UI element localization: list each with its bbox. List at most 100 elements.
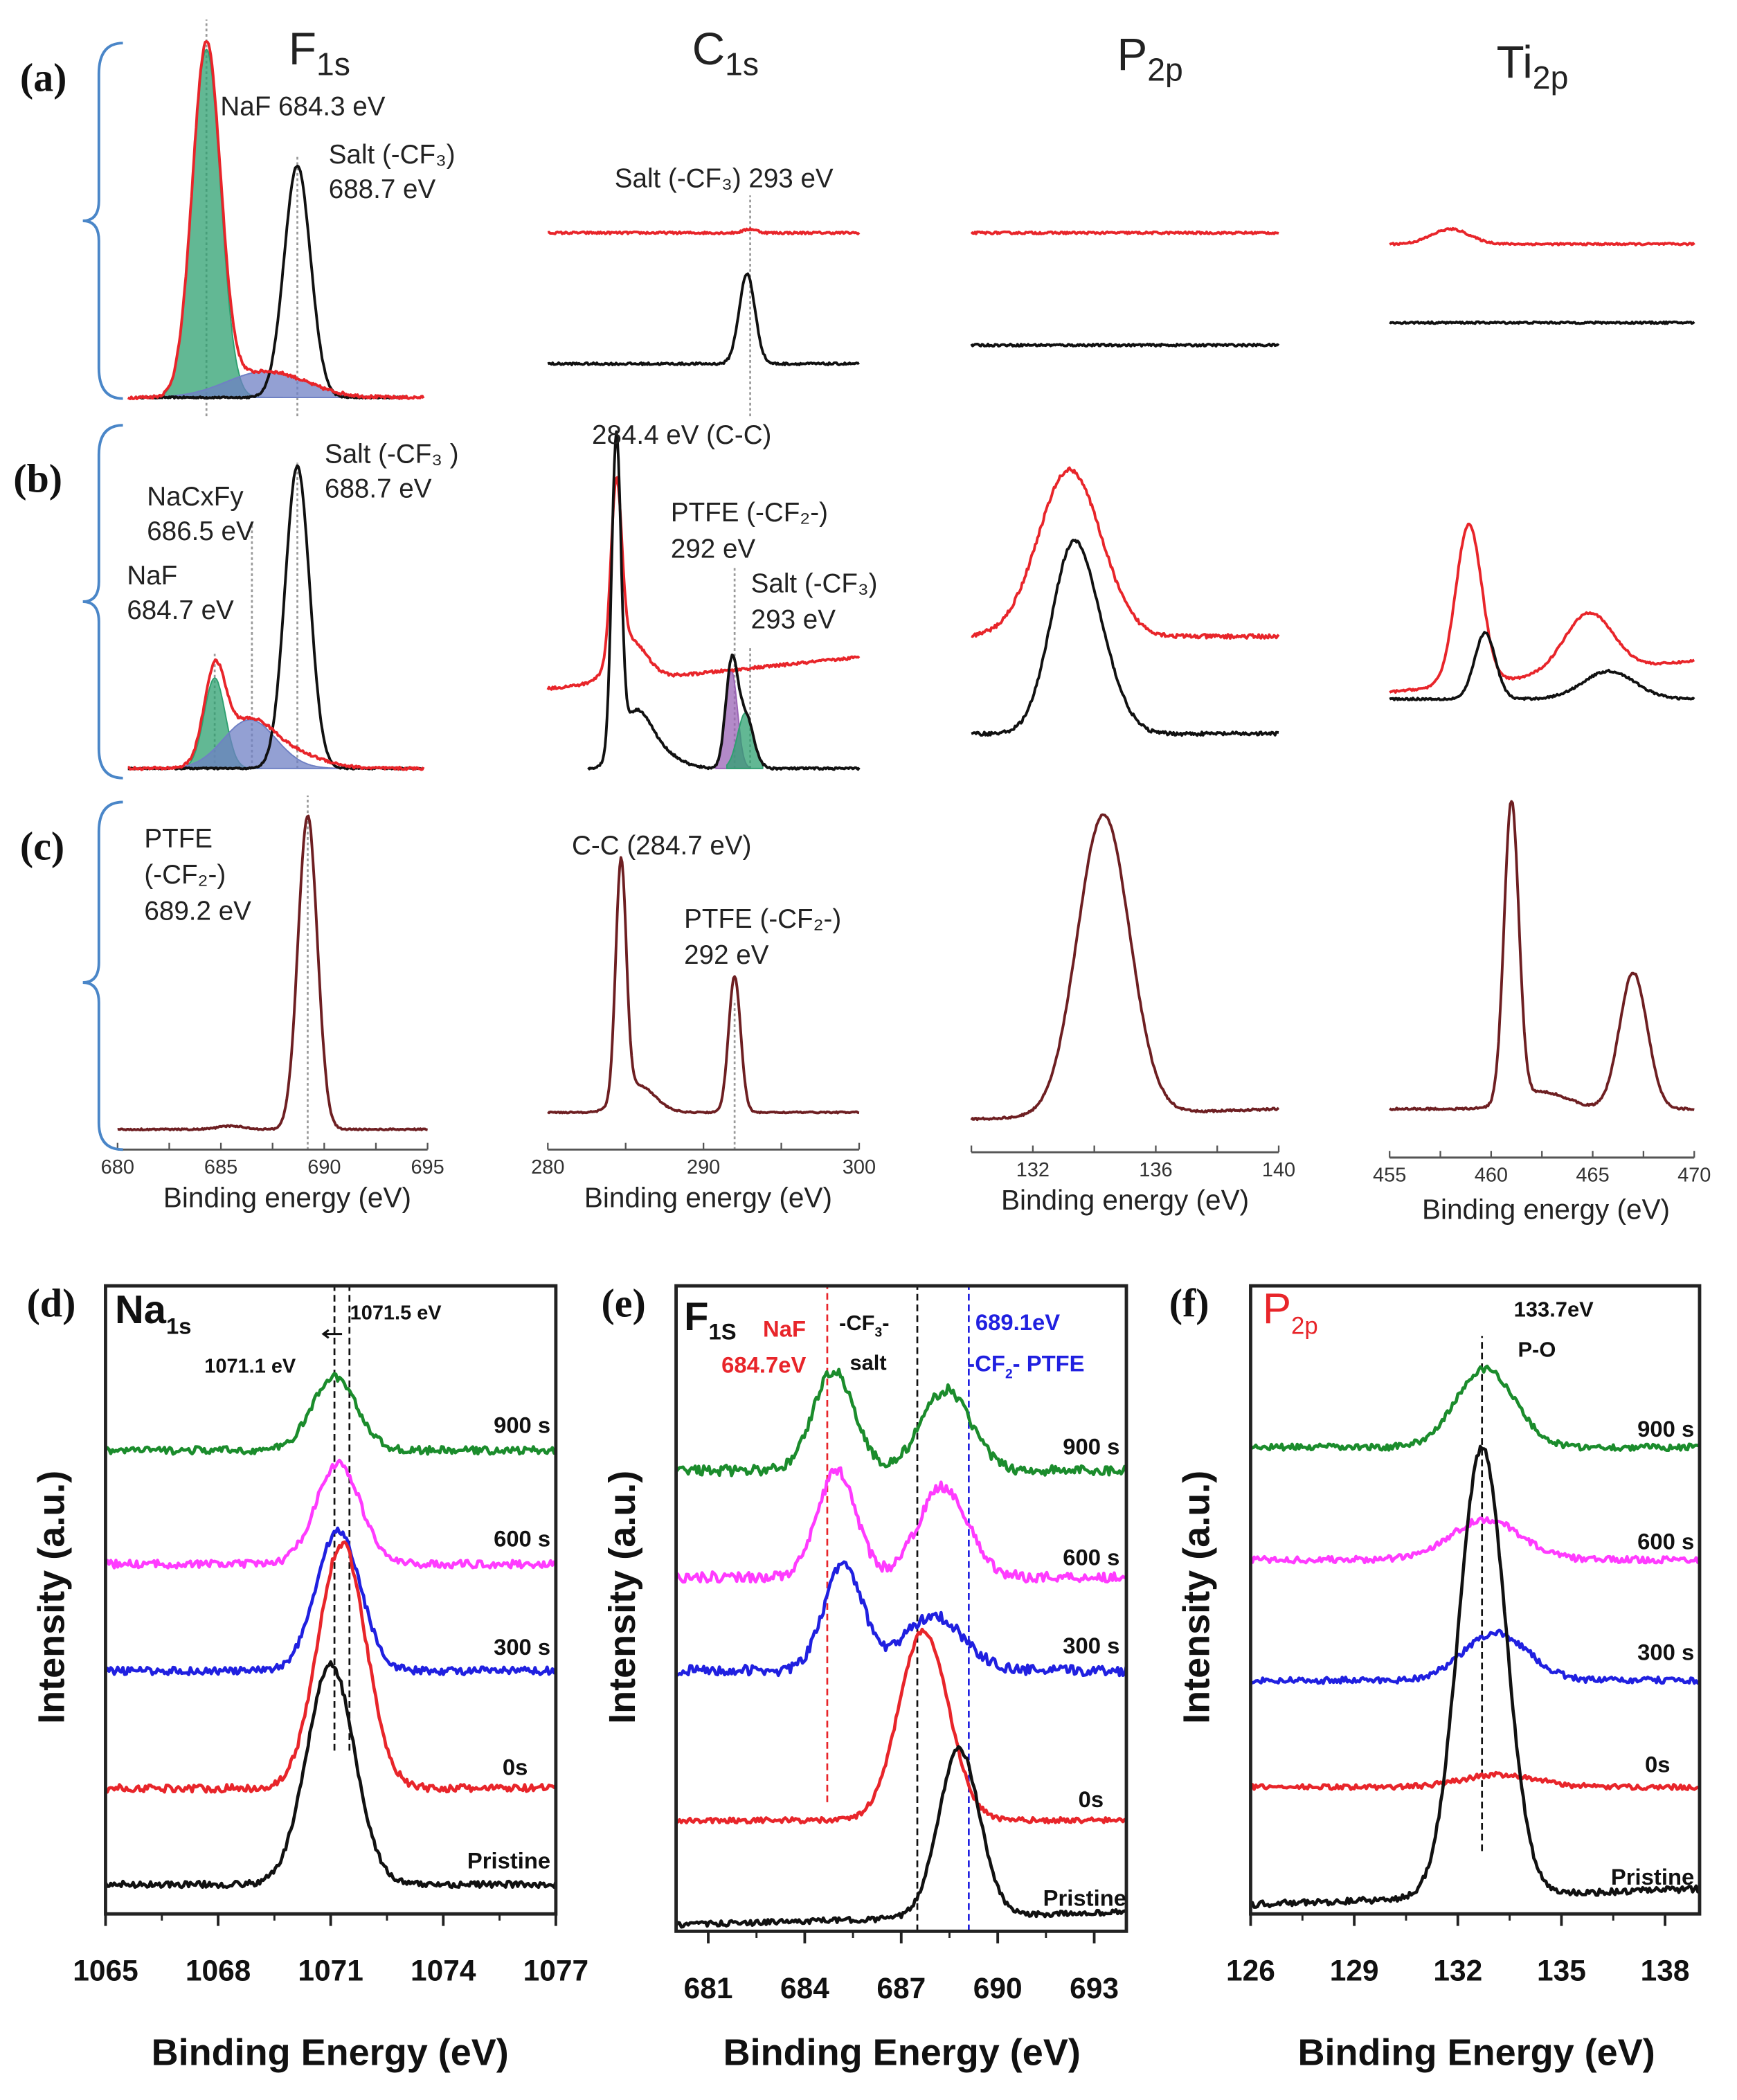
x-tick-label: 690 <box>973 1972 1023 2004</box>
annotation: 686.5 eV <box>147 517 254 546</box>
x-tick-label: 685 <box>204 1156 237 1178</box>
series-label: 300 s <box>1637 1640 1694 1665</box>
x-tick-label: 132 <box>1433 1955 1482 1987</box>
element-label-p2p: P2p <box>1263 1285 1318 1339</box>
series-label: 900 s <box>494 1412 550 1437</box>
annotation: 688.7 eV <box>325 474 432 503</box>
annotation: 133.7eV <box>1514 1298 1594 1322</box>
annotation-cf3: -CF3- <box>839 1311 889 1340</box>
row-label-c: (c) <box>20 823 64 868</box>
x-tick-label: 138 <box>1641 1955 1690 1987</box>
x-tick-label: 1077 <box>523 1955 588 1987</box>
annotation: P-O <box>1518 1337 1556 1361</box>
spectrum-black <box>1389 631 1695 701</box>
plot-frame-f <box>1249 1284 1702 1916</box>
row-label-a: (a) <box>20 55 67 100</box>
spectrum-red <box>970 230 1279 235</box>
annotation: Salt (-CF₃) <box>751 568 878 598</box>
annotation-naf-energy: 684.7eV <box>721 1352 806 1378</box>
series-label: Pristine <box>467 1848 550 1874</box>
series-label: 0s <box>1079 1786 1104 1812</box>
series-label: 900 s <box>1637 1416 1694 1442</box>
panel-label-d: (d) <box>27 1281 76 1326</box>
spectrum-900-s <box>104 1372 557 1456</box>
series-label: 0s <box>503 1755 528 1780</box>
annotation: 293 eV <box>751 605 836 635</box>
annotation-naf: NaF <box>763 1316 806 1341</box>
shift-arrow-icon <box>321 1329 343 1339</box>
series-label: 0s <box>1645 1752 1670 1777</box>
spectrum-red <box>1389 226 1695 246</box>
series-label: 600 s <box>494 1525 550 1551</box>
fit-component-NaCxFy-fit <box>158 719 366 769</box>
x-tick-label: 470 <box>1677 1165 1711 1187</box>
x-tick-label: 681 <box>684 1972 733 2004</box>
spectrum-300-s <box>104 1526 558 1676</box>
x-tick-label: 280 <box>531 1156 564 1178</box>
x-tick-label: 465 <box>1576 1165 1609 1187</box>
x-tick-label: 690 <box>307 1156 341 1178</box>
spectrum-red <box>547 227 861 235</box>
x-axis-label-f1s: Binding energy (eV) <box>163 1181 411 1213</box>
spectrum-red <box>127 658 425 771</box>
col-title-f1s: F1s <box>289 24 350 82</box>
panel-label-f: (f) <box>1169 1281 1209 1326</box>
row-a-brace <box>82 42 123 400</box>
spectrum-Pristine <box>674 1745 1128 1929</box>
series-label: 300 s <box>494 1634 550 1660</box>
annotation: 684.7 eV <box>127 595 234 625</box>
x-tick-label: 1068 <box>186 1955 251 1987</box>
x-tick-label: 695 <box>411 1156 444 1178</box>
y-axis-label-d: Intensity (a.u.) <box>31 1471 73 1724</box>
x-tick-label: 460 <box>1475 1165 1508 1187</box>
x-axis-label-c1s: Binding energy (eV) <box>584 1181 832 1213</box>
annotation: C-C (284.7 eV) <box>572 831 751 861</box>
spectrum-600-s <box>674 1466 1128 1584</box>
element-label-f1s: F1S <box>684 1295 736 1345</box>
y-axis-label-f: Intensity (a.u.) <box>1176 1471 1218 1724</box>
spectrum-darkred <box>970 813 1280 1122</box>
x-tick-label: 684 <box>780 1972 829 2004</box>
x-tick-label: 693 <box>1070 1972 1119 2004</box>
annotation-ptfe-energy: 689.1eV <box>975 1309 1060 1335</box>
spectrum-black <box>971 539 1279 737</box>
annotation: NaF <box>127 561 177 591</box>
spectrum-darkred <box>547 856 860 1115</box>
plot-frame-e <box>674 1284 1128 1933</box>
row-b-brace <box>82 424 123 780</box>
annotation: (-CF₂-) <box>144 860 226 890</box>
spectrum-Pristine <box>1249 1444 1700 1909</box>
annotation: 1071.1 eV <box>204 1356 296 1378</box>
x-tick-label: 687 <box>876 1972 926 2004</box>
col-title-c1s: C1s <box>692 24 759 82</box>
annotation: 1071.5 eV <box>350 1302 442 1324</box>
panel-label-e: (e) <box>602 1281 646 1326</box>
spectrum-900-s <box>674 1367 1128 1478</box>
spectrum-900-s <box>1249 1364 1701 1453</box>
annotation: Salt (-CF₃) 293 eV <box>615 164 834 194</box>
annotation: NaF 684.3 eV <box>220 91 385 121</box>
x-tick-label: 300 <box>843 1156 876 1178</box>
spectrum-600-s <box>104 1458 557 1570</box>
spectrum-black <box>547 272 860 366</box>
row-label-b: (b) <box>13 456 62 501</box>
x-tick-label: 135 <box>1537 1955 1586 1987</box>
x-axis-label-p2p: Binding energy (eV) <box>1001 1184 1249 1216</box>
x-tick-label: 1074 <box>411 1955 476 1987</box>
annotation: 689.2 eV <box>144 896 251 926</box>
spectrum-0s <box>104 1540 557 1794</box>
series-label: 900 s <box>1063 1433 1119 1459</box>
spectrum-black <box>587 430 861 771</box>
x-axis-label-ti2p: Binding energy (eV) <box>1422 1194 1670 1226</box>
x-tick-label: 140 <box>1262 1159 1295 1181</box>
spectrum-600-s <box>1249 1516 1701 1565</box>
x-tick-label: 1065 <box>73 1955 138 1987</box>
spectrum-300-s <box>1250 1628 1700 1685</box>
annotation: 292 eV <box>684 940 769 970</box>
spectrum-red <box>127 39 425 400</box>
x-tick-label: 126 <box>1226 1955 1275 1987</box>
annotation: 688.7 eV <box>329 174 436 204</box>
x-tick-label: 136 <box>1139 1159 1172 1181</box>
annotation: 292 eV <box>671 534 756 564</box>
